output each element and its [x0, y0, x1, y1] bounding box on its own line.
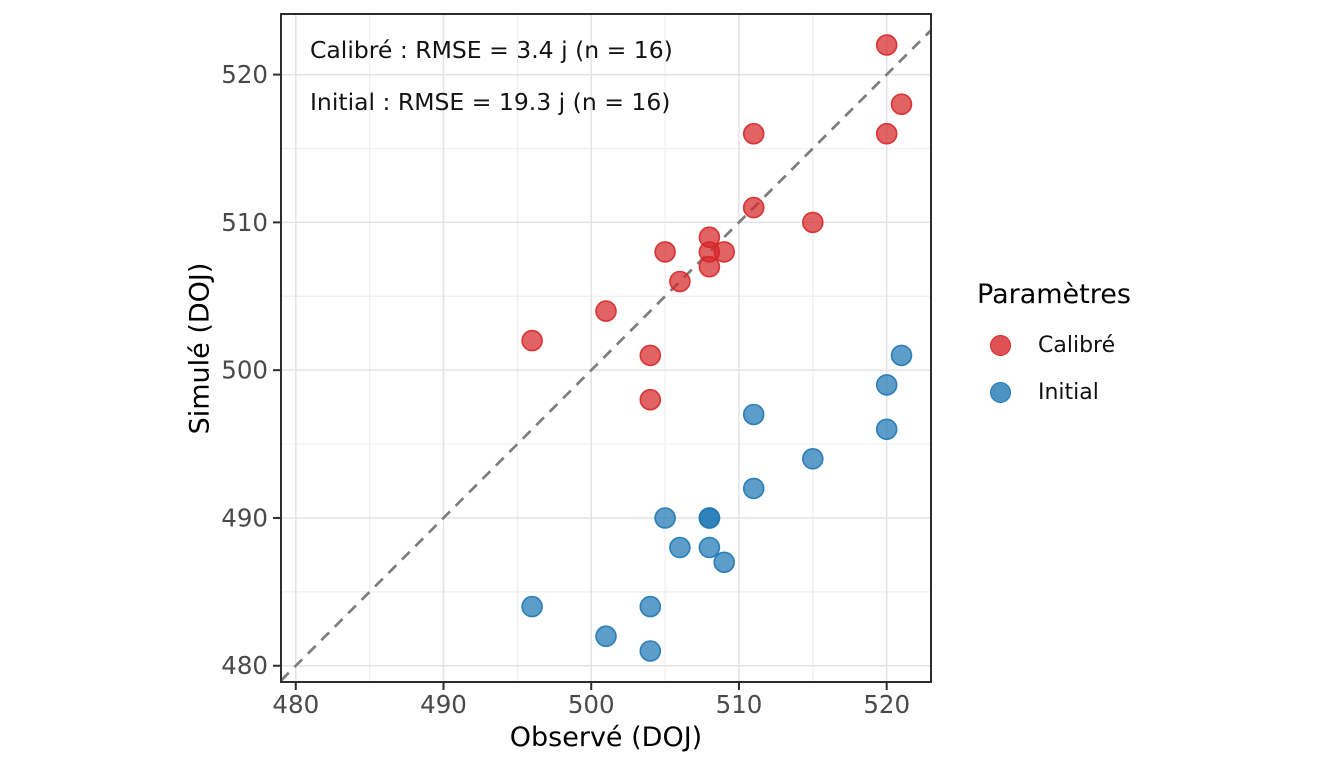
panel-border — [280, 13, 932, 683]
data-point — [595, 625, 617, 648]
data-point — [654, 507, 676, 529]
legend-item-initial: Initial — [973, 369, 1131, 416]
data-point — [742, 477, 765, 500]
legend: Paramètres Calibré Initial — [973, 278, 1131, 416]
annotation-line-initial: Initial : RMSE = 19.3 j (n = 16) — [310, 88, 671, 116]
x-tick-label: 500 — [568, 690, 615, 719]
data-point — [669, 536, 691, 559]
data-point — [742, 403, 765, 426]
data-point — [654, 241, 676, 263]
data-point — [669, 270, 691, 293]
x-tick-label: 520 — [863, 690, 910, 719]
data-point — [595, 300, 617, 322]
axis-tick-labels: 480 490 500 510 520 480 490 500 510 520 — [221, 60, 910, 719]
series-initial — [521, 344, 913, 662]
x-tick-label: 510 — [716, 690, 763, 719]
y-axis-title: Simulé (DOJ) — [184, 262, 216, 434]
data-point — [698, 507, 721, 529]
data-point — [890, 344, 913, 367]
series-calibré — [521, 34, 913, 411]
data-point — [698, 536, 721, 559]
data-point — [521, 329, 543, 352]
data-point — [875, 418, 898, 441]
data-point — [698, 255, 721, 278]
data-point — [639, 595, 662, 618]
data-point — [801, 211, 824, 234]
calibre-marker-icon — [990, 335, 1011, 356]
data-point — [521, 595, 543, 618]
y-tick-label: 490 — [221, 504, 268, 533]
data-point — [639, 344, 662, 367]
initial-marker-icon — [990, 382, 1011, 403]
data-point — [639, 640, 662, 662]
data-point — [639, 388, 662, 411]
y-tick-label: 510 — [221, 208, 268, 237]
data-point — [875, 374, 898, 396]
legend-title: Paramètres — [977, 279, 1131, 310]
annotation-line-calibre: Calibré : RMSE = 3.4 j (n = 16) — [310, 36, 673, 64]
gridlines-minor — [281, 14, 931, 682]
data-point — [742, 196, 765, 219]
gridlines-major — [281, 14, 931, 682]
x-axis-title: Observé (DOJ) — [509, 722, 703, 753]
data-point — [713, 551, 736, 574]
identity-dashed-line — [280, 29, 932, 682]
data-point — [875, 122, 898, 145]
y-tick-label: 520 — [221, 60, 268, 89]
legend-item-label-initial: Initial — [1038, 380, 1099, 405]
data-point — [742, 122, 765, 145]
x-tick-label: 490 — [420, 690, 467, 719]
x-tick-label: 480 — [272, 690, 319, 719]
rmse-annotation: Calibré : RMSE = 3.4 j (n = 16) Initial … — [310, 24, 673, 128]
data-point — [890, 93, 913, 115]
axis-tick-marks — [273, 73, 888, 690]
y-axis-title-wrap: Simulé (DOJ) — [170, 14, 230, 682]
legend-item-calibre: Calibré — [973, 322, 1131, 369]
legend-item-label-calibre: Calibré — [1038, 333, 1116, 358]
data-point — [875, 34, 898, 56]
data-point — [713, 241, 736, 263]
data-point — [801, 447, 824, 470]
y-tick-label: 480 — [221, 651, 268, 680]
y-tick-label: 500 — [221, 356, 268, 385]
